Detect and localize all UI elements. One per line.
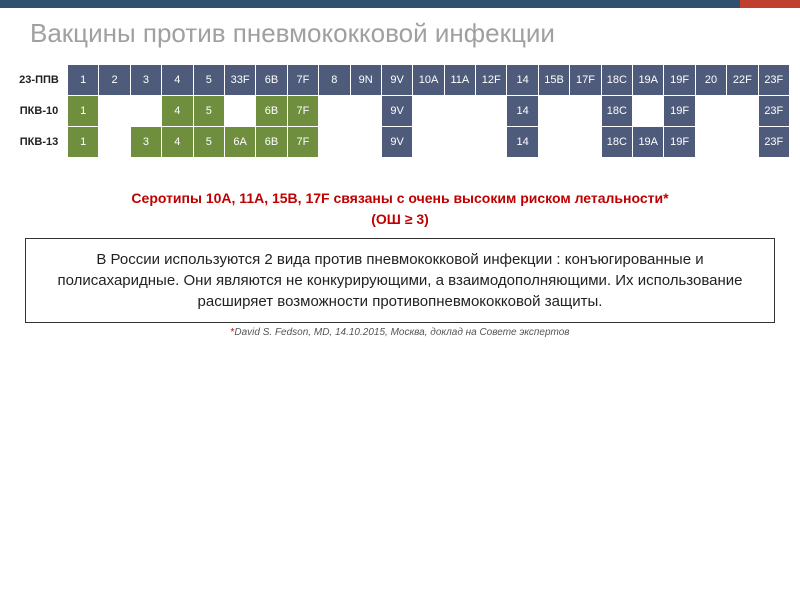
serotype-cell bbox=[727, 96, 757, 126]
serotype-cell bbox=[539, 96, 569, 126]
serotype-cell bbox=[570, 96, 600, 126]
serotype-cell: 18C bbox=[602, 96, 632, 126]
serotype-cell: 12F bbox=[476, 65, 506, 95]
serotype-cell: 33F bbox=[225, 65, 255, 95]
page-title: Вакцины против пневмококковой инфекции bbox=[0, 8, 800, 64]
serotype-cell: 1 bbox=[68, 96, 98, 126]
serotype-cell: 14 bbox=[507, 127, 537, 157]
serotype-cell: 6B bbox=[256, 96, 286, 126]
serotype-cell: 23F bbox=[759, 65, 789, 95]
serotype-cell: 14 bbox=[507, 65, 537, 95]
serotype-cell: 5 bbox=[194, 127, 224, 157]
serotype-cell bbox=[319, 96, 349, 126]
serotype-cell: 9V bbox=[382, 127, 412, 157]
serotype-cell: 1 bbox=[68, 127, 98, 157]
serotype-cell: 5 bbox=[194, 65, 224, 95]
serotype-cell: 6B bbox=[256, 65, 286, 95]
serotype-cell: 22F bbox=[727, 65, 757, 95]
serotype-cell bbox=[539, 127, 569, 157]
serotype-cell bbox=[476, 96, 506, 126]
serotype-cell bbox=[445, 127, 475, 157]
serotype-cell bbox=[131, 96, 161, 126]
serotype-cell: 9N bbox=[351, 65, 381, 95]
table-row: ПКВ-131 3456A6B7F 9V 14 18C19A19F 23F bbox=[11, 127, 789, 157]
serotype-cell: 23F bbox=[759, 96, 789, 126]
serotype-cell bbox=[225, 96, 255, 126]
serotype-cell: 4 bbox=[162, 127, 192, 157]
serotype-cell: 23F bbox=[759, 127, 789, 157]
table-row: ПКВ-101456B7F9V1418C19F23F bbox=[11, 96, 789, 126]
serotype-cell: 11A bbox=[445, 65, 475, 95]
risk-note-line2: (ОШ ≥ 3) bbox=[371, 211, 429, 227]
serotype-cell bbox=[633, 96, 663, 126]
serotype-cell: 19A bbox=[633, 65, 663, 95]
serotype-cell bbox=[696, 96, 726, 126]
serotype-cell: 6B bbox=[256, 127, 286, 157]
risk-note-line1: Серотипы 10А, 11А, 15B, 17F связаны с оч… bbox=[131, 190, 668, 206]
serotype-cell: 19F bbox=[664, 127, 694, 157]
serotype-cell: 10A bbox=[413, 65, 443, 95]
serotype-cell: 15B bbox=[539, 65, 569, 95]
serotype-table-wrap: 23-ППВ1234533F6B7F89N9V10A11A12F1415B17F… bbox=[0, 64, 800, 158]
risk-note: Серотипы 10А, 11А, 15B, 17F связаны с оч… bbox=[20, 188, 780, 230]
serotype-cell: 3 bbox=[131, 65, 161, 95]
serotype-cell: 8 bbox=[319, 65, 349, 95]
serotype-cell bbox=[696, 127, 726, 157]
serotype-cell bbox=[413, 127, 443, 157]
serotype-cell: 9V bbox=[382, 65, 412, 95]
serotype-cell: 19F bbox=[664, 96, 694, 126]
serotype-cell: 14 bbox=[507, 96, 537, 126]
serotype-cell bbox=[570, 127, 600, 157]
serotype-cell: 20 bbox=[696, 65, 726, 95]
serotype-cell: 1 bbox=[68, 65, 98, 95]
serotype-cell bbox=[351, 127, 381, 157]
serotype-cell: 4 bbox=[162, 96, 192, 126]
serotype-cell: 18C bbox=[602, 65, 632, 95]
serotype-cell bbox=[99, 96, 129, 126]
serotype-cell bbox=[413, 96, 443, 126]
citation: *David S. Fedson, MD, 14.10.2015, Москва… bbox=[0, 327, 800, 338]
top-accent-bar bbox=[0, 0, 800, 8]
row-label: ПКВ-13 bbox=[11, 127, 67, 157]
serotype-cell: 6A bbox=[225, 127, 255, 157]
row-label: 23-ППВ bbox=[11, 65, 67, 95]
info-box: В России используются 2 вида против пнев… bbox=[25, 238, 775, 323]
table-row: 23-ППВ1234533F6B7F89N9V10A11A12F1415B17F… bbox=[11, 65, 789, 95]
citation-text: David S. Fedson, MD, 14.10.2015, Москва,… bbox=[234, 327, 569, 338]
serotype-cell bbox=[445, 96, 475, 126]
serotype-cell: 7F bbox=[288, 127, 318, 157]
serotype-cell: 17F bbox=[570, 65, 600, 95]
serotype-cell bbox=[727, 127, 757, 157]
serotype-cell bbox=[319, 127, 349, 157]
serotype-table: 23-ППВ1234533F6B7F89N9V10A11A12F1415B17F… bbox=[10, 64, 790, 158]
serotype-cell: 18C bbox=[602, 127, 632, 157]
serotype-cell bbox=[351, 96, 381, 126]
row-label: ПКВ-10 bbox=[11, 96, 67, 126]
serotype-cell: 5 bbox=[194, 96, 224, 126]
serotype-cell: 3 bbox=[131, 127, 161, 157]
serotype-cell: 2 bbox=[99, 65, 129, 95]
serotype-cell bbox=[476, 127, 506, 157]
serotype-cell: 4 bbox=[162, 65, 192, 95]
serotype-cell: 19A bbox=[633, 127, 663, 157]
serotype-cell bbox=[99, 127, 129, 157]
serotype-cell: 7F bbox=[288, 65, 318, 95]
serotype-cell: 7F bbox=[288, 96, 318, 126]
serotype-cell: 19F bbox=[664, 65, 694, 95]
serotype-cell: 9V bbox=[382, 96, 412, 126]
